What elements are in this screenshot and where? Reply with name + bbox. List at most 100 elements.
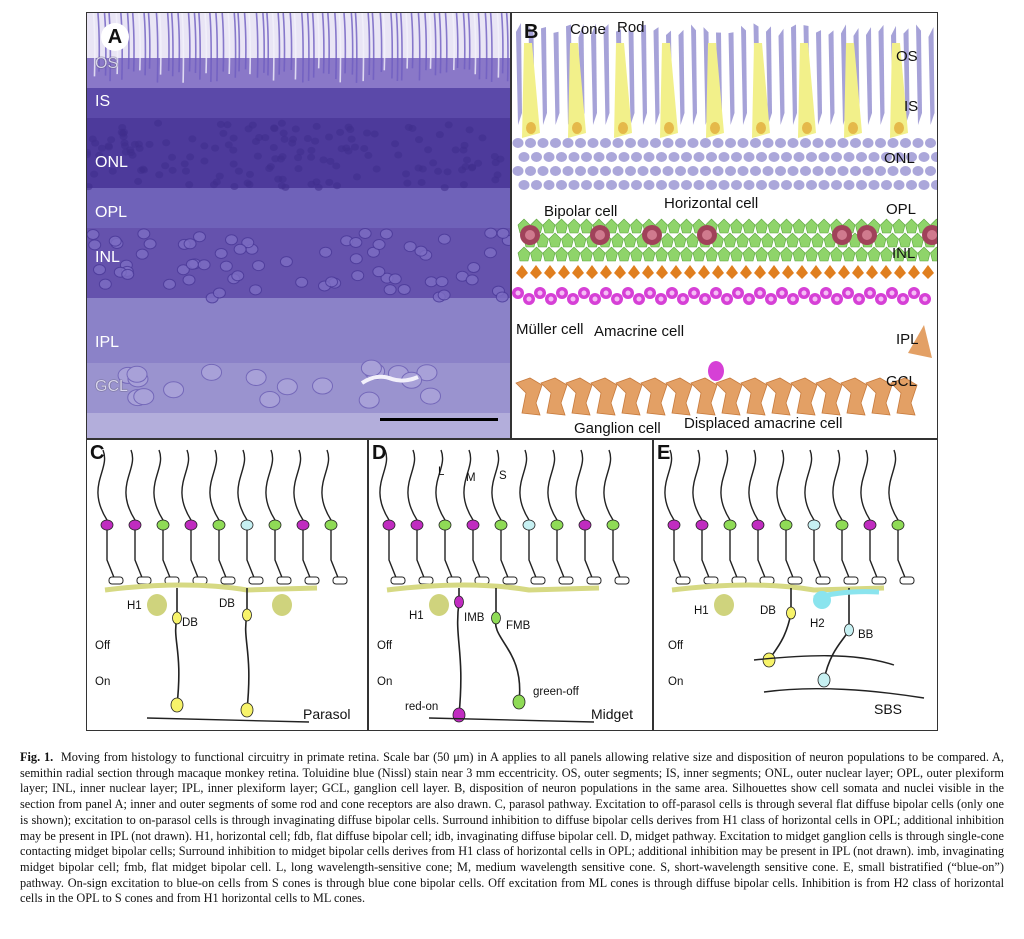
outer-segment — [177, 13, 181, 73]
rod-nucleus — [881, 180, 892, 190]
h1-dendrites — [104, 582, 318, 593]
nucleus — [468, 164, 477, 172]
bipolar-soma — [911, 232, 924, 248]
cone-axon — [463, 449, 482, 581]
nucleus — [185, 181, 194, 189]
nucleus — [478, 134, 487, 142]
outer-segment — [505, 13, 509, 82]
ganglion-soma — [665, 377, 693, 416]
cone-pedicle — [276, 576, 292, 585]
ganglion-soma — [452, 707, 466, 723]
muller-soma — [544, 265, 556, 279]
cone-soma — [212, 519, 226, 531]
rod-nucleus — [775, 138, 786, 148]
rod-nucleus — [706, 180, 717, 190]
outer-segment — [410, 13, 414, 69]
cone-axon — [888, 449, 907, 581]
sbs-dendrites — [753, 655, 925, 699]
outer-segment — [282, 13, 286, 72]
amacrine-nucleus — [548, 296, 554, 302]
inl-cell — [192, 231, 206, 243]
outer-segment — [455, 13, 459, 69]
nucleus — [460, 141, 469, 149]
outer-segment — [500, 13, 504, 74]
outer-segment — [166, 13, 170, 71]
bipolar-soma — [792, 246, 806, 262]
amacrine-nucleus — [559, 290, 565, 296]
cone-axon — [153, 449, 172, 581]
nucleus — [161, 162, 170, 170]
bipolar-soma — [592, 246, 606, 262]
rod-nucleus — [900, 138, 911, 148]
nucleus — [229, 146, 238, 154]
tissue-band — [87, 413, 510, 438]
amacrine-nucleus — [911, 290, 917, 296]
nucleus — [324, 133, 333, 141]
nucleus — [117, 128, 126, 136]
panel-b-letter: B — [524, 21, 539, 43]
muller-soma — [726, 265, 738, 279]
rod-nucleus — [875, 166, 886, 176]
nucleus — [277, 119, 286, 127]
outer-segment — [215, 13, 219, 82]
rod-nucleus — [781, 180, 792, 190]
muller-soma — [530, 265, 542, 279]
cone-soma — [240, 519, 254, 531]
rod-nucleus — [656, 180, 667, 190]
outer-segment — [371, 13, 375, 80]
nucleus — [269, 144, 278, 152]
nucleus — [88, 135, 97, 143]
outer-segment — [233, 13, 237, 78]
rod-nucleus — [543, 180, 555, 190]
rod-nucleus — [693, 152, 705, 162]
layer-label-inl: INL — [95, 249, 120, 266]
amacrine-nucleus — [735, 290, 741, 296]
ganglion-soma — [512, 694, 526, 710]
bipolar-soma — [792, 218, 806, 234]
rod-segment — [591, 23, 597, 125]
nucleus — [391, 140, 400, 148]
cone-axon — [804, 449, 823, 581]
bipolar-soma — [736, 232, 749, 248]
rod-nucleus — [643, 180, 655, 190]
outer-segment — [428, 13, 432, 69]
rod-nucleus — [843, 152, 855, 162]
cone-nucleus — [572, 122, 582, 134]
cone-axon — [407, 449, 426, 581]
rod-nucleus — [756, 180, 767, 190]
amacrine-nucleus — [878, 296, 884, 302]
label-bb: BB — [858, 629, 874, 641]
rod-nucleus — [631, 152, 642, 162]
bipolar-soma — [880, 218, 893, 234]
cone-pedicle — [871, 576, 887, 585]
inl-cell — [349, 253, 363, 265]
layer-label-ipl: IPL — [95, 334, 120, 351]
bipolar-soma — [680, 218, 693, 234]
layer-label-opl: OPL — [95, 204, 128, 221]
cone-pedicle — [248, 576, 264, 585]
bipolar-soma — [723, 232, 737, 248]
horizontal-nucleus — [927, 230, 937, 240]
inl-cell — [319, 246, 333, 258]
rod-nucleus — [543, 152, 555, 162]
nucleus — [434, 167, 443, 175]
bipolar-axon — [494, 588, 521, 703]
bipolar-soma — [767, 246, 781, 262]
rod-segment — [678, 29, 685, 125]
nucleus — [336, 128, 345, 136]
outer-segment — [181, 13, 185, 83]
layer-b-inl: INL — [892, 245, 916, 262]
nucleus — [451, 146, 460, 154]
bipolar-soma — [542, 246, 556, 262]
muller-soma — [670, 265, 682, 279]
nucleus — [414, 164, 423, 172]
ganglion-soma — [865, 377, 893, 416]
bipolar-soma — [880, 246, 893, 262]
ganglion-soma — [245, 368, 267, 386]
outer-segment — [489, 13, 493, 82]
cone-pedicle — [586, 576, 602, 585]
rod-nucleus — [625, 138, 636, 148]
amacrine-nucleus — [581, 290, 587, 296]
cone-axon — [748, 449, 767, 581]
outer-segment — [424, 13, 428, 71]
